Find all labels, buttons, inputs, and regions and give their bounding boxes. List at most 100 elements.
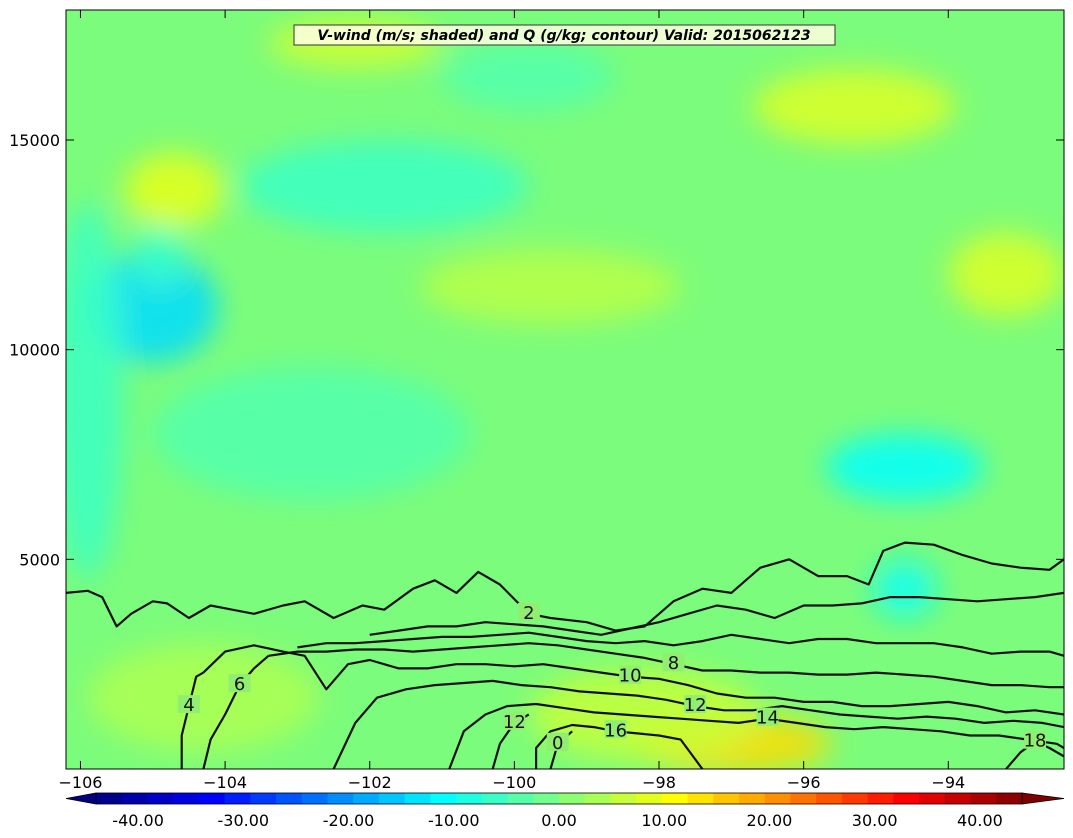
contour-label-bg-4 [619, 665, 642, 684]
colorbar-segment-29 [841, 793, 869, 804]
shaded-feature-15 [87, 643, 320, 753]
colorbar-extend-low [65, 792, 97, 805]
colorbar-segment-20 [610, 793, 637, 804]
colorbar-segment-4 [198, 793, 226, 804]
contour-label-4: 10 [619, 666, 642, 687]
y-tick-label-2: 15000 [9, 131, 60, 150]
contour-label-bg-12 [546, 732, 569, 751]
contour-label-bg-6 [756, 707, 779, 726]
colorbar-segment-6 [250, 793, 277, 804]
colorbar-segment-26 [764, 793, 791, 804]
y-tick-label-1: 10000 [9, 341, 60, 360]
contour-label-bg-7 [604, 720, 627, 739]
colorbar-tick-label-4: 0.00 [541, 811, 577, 830]
colorbar-tick-label-7: 30.00 [852, 811, 898, 830]
colorbar-segment-15 [481, 793, 509, 804]
colorbar-tick-label-6: 20.00 [747, 811, 793, 830]
shaded-feature-11 [872, 559, 938, 619]
colorbar-tick-label-8: 40.00 [957, 811, 1003, 830]
colorbar-segment-27 [790, 793, 817, 804]
colorbar-segment-17 [533, 793, 560, 804]
contour-label-bg-10 [228, 674, 251, 693]
colorbar-segment-21 [636, 793, 663, 804]
shaded-feature-12 [152, 366, 471, 501]
contour-label-3: 8 [668, 653, 679, 674]
colorbar-segment-13 [430, 793, 457, 804]
colorbar-segment-12 [404, 793, 431, 804]
plot-frame [65, 9, 1065, 770]
colorbar-tick-label-0: -40.00 [112, 811, 164, 830]
colorbar-segment-10 [353, 793, 380, 804]
title-background [293, 24, 836, 46]
shaded-feature-8 [948, 232, 1064, 317]
colorbar-segment-0 [96, 793, 123, 804]
colorbar-segment-32 [919, 793, 946, 804]
colorbar-segment-11 [378, 793, 406, 804]
colorbar-tick-label-2: -20.00 [323, 811, 375, 830]
contour-label-6: 14 [756, 708, 779, 729]
contour-label-12: 0 [552, 733, 563, 754]
colorbar-segment-35 [996, 793, 1023, 804]
colorbar-segment-33 [944, 793, 972, 804]
colorbar-tick-label-3: -10.00 [428, 811, 480, 830]
x-tick-label-6: −94 [931, 773, 965, 792]
shaded-feature-5 [442, 43, 616, 111]
colorbar-extend-high [1021, 792, 1065, 805]
contour-label-0: 2 [523, 603, 534, 624]
plot-area: 2 8 10 12 14 16 18 4 6 12 0 [65, 9, 1065, 770]
colorbar-segment-8 [301, 793, 328, 804]
contour-label-9: 4 [183, 695, 194, 716]
contour-label-bg-3 [662, 653, 685, 672]
contour-label-bg-8 [1024, 730, 1047, 749]
x-tick-label-3: −100 [492, 773, 536, 792]
colorbar-segment-24 [713, 793, 740, 804]
x-tick-label-2: −102 [348, 773, 392, 792]
colorbar-segment-14 [456, 793, 483, 804]
contour-line-q14-6 [448, 702, 1064, 769]
contour-line-q6-2 [297, 631, 1064, 657]
colorbar-segment-9 [327, 793, 354, 804]
contour-label-bg-5 [684, 695, 707, 714]
contour-label-bg-9 [177, 695, 200, 714]
contour-label-5: 12 [684, 695, 707, 716]
colorbar-segment-18 [559, 793, 586, 804]
colorbar-segment-34 [970, 793, 997, 804]
colorbar-segment-31 [893, 793, 920, 804]
shaded-feature-2 [66, 202, 124, 581]
shaded-feature-10 [825, 433, 985, 501]
y-tick-label-0: 5000 [19, 550, 60, 569]
colorbar-segment-23 [687, 793, 714, 804]
colorbar: -40.00 -30.00 -20.00 -10.00 0.00 10.00 20.00 30… [65, 792, 1065, 830]
contour-label-bg-0 [517, 602, 540, 621]
contour-label-7: 16 [604, 720, 627, 741]
shaded-feature-1 [134, 219, 186, 287]
shaded-feature-3 [123, 152, 226, 229]
colorbar-tick-label-1: -30.00 [218, 811, 270, 830]
contour-line-q2-0 [66, 541, 1064, 632]
contour-layer: 2 8 10 12 14 16 18 4 6 12 0 [66, 541, 1064, 769]
title-box: V-wind (m/s; shaded) and Q (g/kg; contou… [293, 24, 836, 46]
colorbar-tick-label-5: 10.00 [641, 811, 687, 830]
colorbar-segment-16 [507, 793, 534, 804]
contour-line-q4-1 [369, 591, 1064, 636]
contour-label-bg-11 [503, 711, 526, 730]
contour-label-8: 18 [1024, 731, 1047, 752]
shaded-feature-9 [420, 249, 681, 325]
colorbar-segment-7 [276, 793, 303, 804]
chart-title: V-wind (m/s; shaded) and Q (g/kg; contou… [317, 28, 810, 44]
x-tick-label-1: −104 [203, 773, 247, 792]
colorbar-segment-25 [739, 793, 766, 804]
shading-layer [66, 18, 1064, 769]
x-tick-label-4: −98 [642, 773, 676, 792]
contour-label-10: 6 [234, 674, 245, 695]
colorbar-segment-5 [224, 793, 251, 804]
axes-layer: −106 −104 −102 −100 −98 −96 −94 5000 10000 15000 [9, 10, 1064, 792]
x-tick-label-0: −106 [58, 773, 102, 792]
colorbar-segment-28 [816, 793, 843, 804]
x-tick-label-5: −96 [787, 773, 821, 792]
colorbar-segment-3 [173, 793, 200, 804]
colorbar-segment-19 [584, 793, 611, 804]
contour-line-q10-4 [202, 644, 1064, 716]
contour-label-11: 12 [503, 712, 526, 733]
